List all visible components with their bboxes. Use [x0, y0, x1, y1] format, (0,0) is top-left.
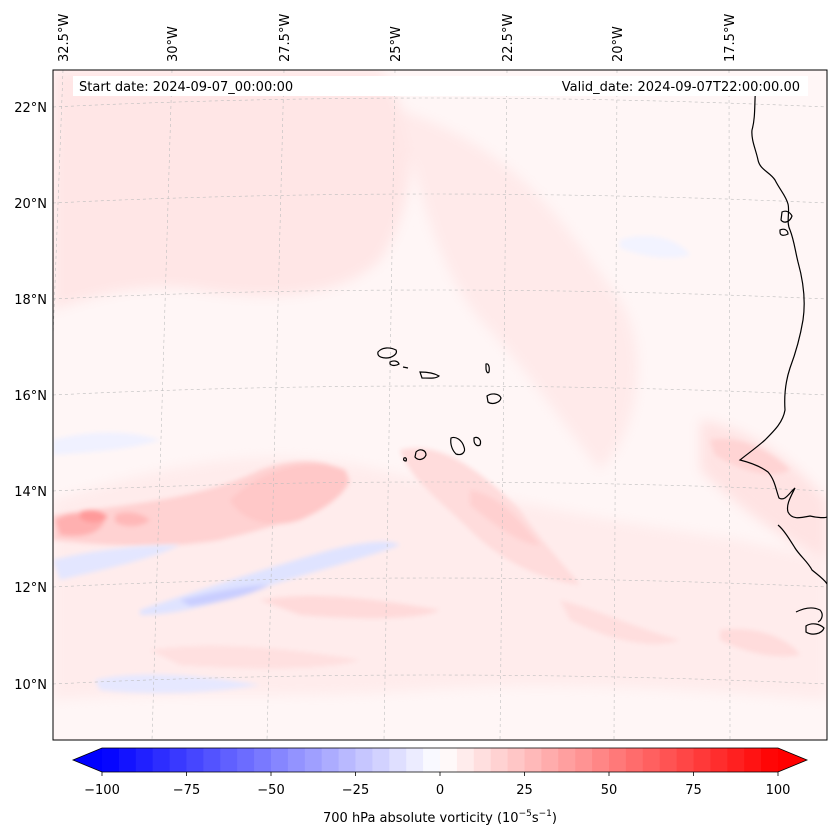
colorbar-segment: [693, 748, 711, 772]
cb-tick-25: 25: [516, 783, 533, 798]
colorbar-segment: [642, 748, 661, 772]
lon-label-27-5w: 27.5°W: [278, 14, 293, 62]
cb-tick-50: 50: [601, 783, 618, 798]
lon-label-32-5w: 32.5°W: [57, 14, 72, 62]
colorbar-segment: [744, 748, 762, 772]
map-frame: [52, 69, 828, 741]
lat-label-10n: 10°N: [14, 678, 47, 693]
colorbar-segment: [609, 748, 627, 772]
colorbar-segment: [304, 748, 323, 772]
lon-label-22-5w: 22.5°W: [501, 14, 516, 62]
colorbar-segment: [237, 748, 255, 772]
colorbar: −100 −75 −50 −25 0 25 50 75 100 700 hPa …: [71, 747, 809, 826]
colorbar-label: 700 hPa absolute vorticity (10−5s−1): [323, 809, 557, 826]
colorbar-segment: [761, 748, 779, 772]
lon-label-25w: 25°W: [389, 26, 404, 62]
colorbar-segment: [575, 748, 593, 772]
colorbar-segment: [186, 748, 204, 772]
valid-date-text: Valid_date: 2024-09-07T22:00:00.00: [562, 80, 800, 95]
colorbar-min-extend: [73, 748, 102, 772]
graticule: [53, 70, 827, 740]
colorbar-ticks: [101, 772, 779, 776]
colorbar-segment: [169, 748, 187, 772]
lon-label-30w: 30°W: [166, 26, 181, 62]
cb-tick-75: 75: [685, 783, 702, 798]
cb-tick-minus75: −75: [173, 783, 200, 798]
colorbar-segment: [659, 748, 677, 772]
lon-label-20w: 20°W: [611, 26, 626, 62]
colorbar-segment: [220, 748, 238, 772]
latitude-labels: 22°N 20°N 18°N 16°N 14°N 12°N 10°N: [14, 101, 47, 693]
colorbar-segment: [321, 748, 339, 772]
colorbar-segment: [102, 748, 120, 772]
colorbar-segment: [676, 748, 694, 772]
colorbar-segment: [118, 748, 137, 772]
colorbar-segment: [389, 748, 407, 772]
colorbar-segment: [507, 748, 525, 772]
lat-label-16n: 16°N: [14, 389, 47, 404]
colorbar-segment: [152, 748, 170, 772]
colorbar-segment: [287, 748, 306, 772]
colorbar-segment: [440, 748, 458, 772]
lat-label-14n: 14°N: [14, 485, 47, 500]
colorbar-segment: [524, 748, 542, 772]
cabo-verde-islands: [377, 347, 502, 462]
colorbar-segment: [473, 748, 492, 772]
colorbar-segment: [592, 748, 610, 772]
cb-tick-minus100: −100: [84, 783, 120, 798]
colorbar-segment: [203, 748, 221, 772]
colorbar-segment: [423, 748, 441, 772]
colorbar-segment: [372, 748, 390, 772]
colorbar-segments: [102, 748, 779, 772]
coastline: [738, 85, 827, 635]
lat-label-22n: 22°N: [14, 101, 47, 116]
lon-label-17-5w: 17.5°W: [723, 14, 738, 62]
cb-tick-minus25: −25: [342, 783, 369, 798]
colorbar-segment: [406, 748, 424, 772]
lat-label-20n: 20°N: [14, 197, 47, 212]
lat-label-12n: 12°N: [14, 581, 47, 596]
cb-tick-100: 100: [766, 783, 791, 798]
colorbar-segment: [625, 748, 644, 772]
colorbar-max-extend: [778, 748, 807, 772]
colorbar-segment: [710, 748, 728, 772]
colorbar-segment: [254, 748, 272, 772]
colorbar-segment: [541, 748, 559, 772]
colorbar-segment: [490, 748, 508, 772]
colorbar-segment: [558, 748, 576, 772]
cb-tick-0: 0: [436, 783, 444, 798]
longitude-labels: 32.5°W 30°W 27.5°W 25°W 22.5°W 20°W 17.5…: [57, 14, 738, 62]
colorbar-segment: [727, 748, 745, 772]
colorbar-segment: [355, 748, 373, 772]
cb-tick-minus50: −50: [257, 783, 284, 798]
header-background: [73, 76, 808, 96]
colorbar-segment: [271, 748, 289, 772]
colorbar-segment: [135, 748, 154, 772]
start-date-text: Start date: 2024-09-07_00:00:00: [79, 80, 293, 95]
colorbar-segment: [456, 748, 475, 772]
colorbar-segment: [338, 748, 356, 772]
lat-label-18n: 18°N: [14, 293, 47, 308]
